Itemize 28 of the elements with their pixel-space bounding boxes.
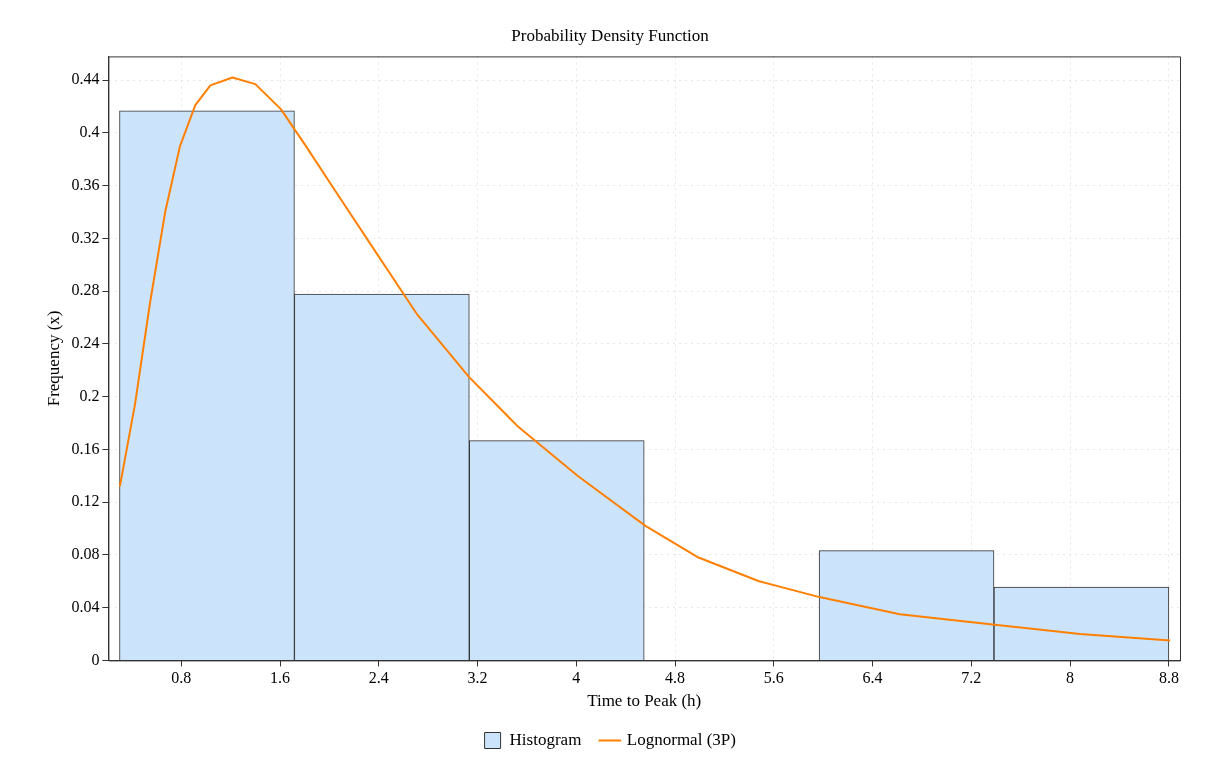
x-tick-label: 2.4 [368,669,389,687]
x-tick-label: 8.8 [1158,669,1179,687]
y-tick-label: 0.2 [79,386,100,404]
x-tick-label: 4.8 [665,669,686,687]
chart-title: Probability Density Function [511,25,710,45]
x-axis-title: Time to Peak (h) [587,691,702,711]
legend-label: Lognormal (3P) [626,729,736,749]
y-tick-label: 0.32 [71,228,100,246]
x-tick-label: 4 [572,669,581,687]
x-tick-label: 1.6 [270,669,290,687]
y-tick-label: 0.28 [71,281,100,299]
y-tick-label: 0.08 [71,545,100,563]
legend-label: Histogram [509,729,582,749]
y-tick-label: 0.36 [71,175,100,193]
y-tick-label: 0 [91,650,100,668]
x-tick-label: 0.8 [171,669,192,687]
y-tick-label: 0.04 [71,597,100,615]
x-tick-label: 3.2 [467,669,488,687]
x-tick-label: 7.2 [961,669,982,687]
y-tick-label: 0.4 [79,123,100,141]
x-tick-label: 5.6 [763,669,784,687]
y-axis-title: Frequency (x) [43,310,63,407]
y-tick-label: 0.12 [71,492,100,510]
y-tick-label: 0.24 [71,334,100,352]
y-tick-label: 0.16 [71,439,100,457]
y-tick-label: 0.44 [71,70,100,88]
x-tick-label: 6.4 [862,669,883,687]
x-tick-label: 8 [1066,669,1075,687]
